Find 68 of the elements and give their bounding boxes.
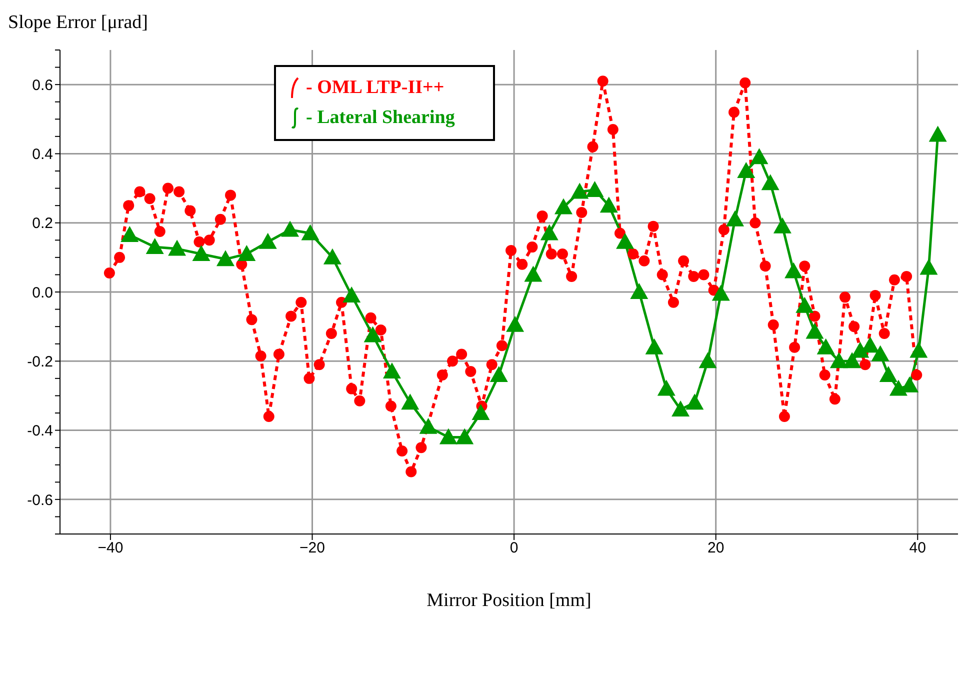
point: [630, 283, 648, 299]
x-tick-label: 20: [708, 540, 724, 557]
x-axis-title: Mirror Position [mm]: [426, 590, 592, 611]
point: [796, 296, 814, 313]
point: [750, 148, 768, 164]
point: [570, 182, 589, 199]
y-tick-label: 0.4: [32, 146, 53, 164]
point: [889, 380, 908, 396]
point: [851, 342, 870, 358]
point: [672, 400, 690, 417]
point: [686, 394, 704, 410]
point: [761, 174, 780, 190]
point: [301, 224, 320, 240]
point: [784, 262, 803, 278]
point: [401, 394, 420, 410]
point: [816, 338, 835, 354]
x-tick-label: −40: [98, 540, 124, 557]
point: [871, 345, 890, 362]
point: [928, 126, 947, 142]
point: [506, 316, 524, 332]
point: [773, 217, 792, 234]
point: [439, 428, 458, 444]
point: [712, 284, 730, 301]
point: [806, 322, 824, 339]
point: [698, 352, 717, 368]
legend-label: - Lateral Shearing: [306, 107, 455, 129]
y-tick-label: 0.0: [32, 284, 53, 302]
y-tick-label: -0.2: [27, 353, 53, 370]
point: [879, 366, 898, 382]
point: [616, 232, 634, 249]
y-tick-label: 0.2: [32, 215, 53, 232]
point: [737, 162, 756, 178]
point: [540, 224, 558, 240]
legend-label: - OML LTP-II++: [306, 77, 444, 99]
point: [586, 181, 604, 198]
point: [554, 198, 572, 214]
point: [192, 244, 210, 261]
point: [382, 362, 401, 379]
x-tick-label: 0: [510, 540, 518, 557]
point: [342, 286, 361, 302]
point: [830, 352, 848, 368]
point: [258, 232, 277, 249]
point: [843, 352, 862, 368]
point: [168, 240, 186, 256]
point: [216, 250, 234, 266]
point: [726, 210, 744, 226]
point: [146, 238, 164, 254]
point: [600, 196, 618, 213]
point: [238, 244, 256, 261]
point: [920, 258, 938, 275]
point: [456, 428, 474, 444]
point: [120, 226, 139, 242]
point: [419, 418, 438, 434]
point: [645, 338, 664, 354]
point: [281, 220, 300, 237]
point: [323, 248, 342, 264]
point: [490, 366, 508, 382]
y-tick-label: 0.6: [32, 76, 53, 94]
x-tick-label: 40: [909, 540, 926, 557]
point: [364, 326, 382, 342]
point: [524, 266, 542, 282]
point: [910, 342, 928, 358]
y-tick-label: -0.4: [27, 422, 53, 440]
y-axis-title: Slope Error [μrad]: [8, 12, 148, 34]
y-tick-label: -0.6: [27, 492, 53, 509]
x-tick-label: −20: [300, 540, 325, 557]
point: [472, 404, 490, 420]
point: [657, 380, 676, 396]
